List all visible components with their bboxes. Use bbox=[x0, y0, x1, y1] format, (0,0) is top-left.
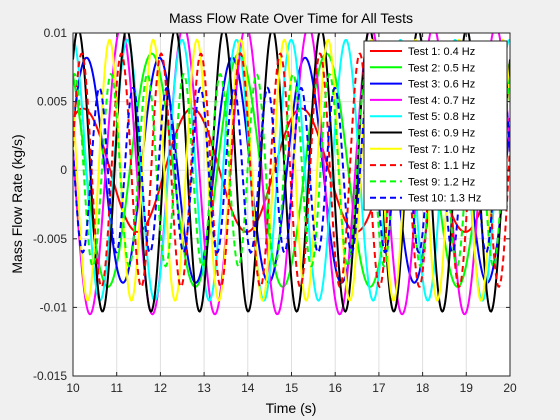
x-tick-label: 17 bbox=[372, 381, 386, 395]
legend-label: Test 6: 0.9 Hz bbox=[408, 128, 475, 140]
x-tick-label: 12 bbox=[154, 381, 168, 395]
legend: Test 1: 0.4 Hz Test 2: 0.5 Hz Test 3: 0.6 … bbox=[363, 40, 508, 211]
legend-label: Test 3: 0.6 Hz bbox=[408, 79, 475, 91]
legend-label: Test 10: 1.3 Hz bbox=[408, 193, 481, 205]
series-line bbox=[73, 33, 510, 313]
x-tick-label: 19 bbox=[460, 381, 474, 395]
x-tick-label: 16 bbox=[329, 381, 343, 395]
legend-label: Test 8: 1.1 Hz bbox=[408, 160, 475, 172]
y-tick-label: -0.01 bbox=[40, 300, 68, 314]
series-line bbox=[73, 38, 510, 302]
chart-title: Mass Flow Rate Over Time for All Tests bbox=[169, 10, 413, 26]
legend-label: Test 2: 0.5 Hz bbox=[408, 62, 475, 74]
y-axis-ticks: -0.015 -0.01 -0.005 0 0.005 0.01 bbox=[33, 26, 510, 383]
x-tick-label: 11 bbox=[110, 381, 123, 395]
x-tick-label: 14 bbox=[241, 381, 255, 395]
y-axis-label: Mass Flow Rate (kg/s) bbox=[9, 134, 25, 273]
legend-label: Test 7: 1.0 Hz bbox=[408, 144, 475, 156]
x-axis-label: Time (s) bbox=[266, 400, 317, 416]
x-tick-label: 18 bbox=[416, 381, 430, 395]
legend-label: Test 5: 0.8 Hz bbox=[408, 111, 475, 123]
legend-label: Test 9: 1.2 Hz bbox=[408, 176, 475, 188]
y-tick-label: 0.005 bbox=[37, 95, 67, 109]
y-tick-label: 0.01 bbox=[44, 26, 68, 40]
y-tick-label: -0.005 bbox=[33, 232, 67, 246]
x-tick-label: 10 bbox=[66, 381, 80, 395]
y-tick-label: -0.015 bbox=[33, 369, 67, 383]
legend-box bbox=[363, 40, 508, 211]
x-tick-label: 13 bbox=[197, 381, 211, 395]
x-tick-label: 15 bbox=[285, 381, 299, 395]
legend-label: Test 1: 0.4 Hz bbox=[408, 46, 475, 58]
x-tick-label: 20 bbox=[503, 381, 517, 395]
x-axis-ticks: 10 11 12 13 14 15 16 17 18 19 20 bbox=[66, 33, 517, 395]
legend-label: Test 4: 0.7 Hz bbox=[408, 95, 475, 107]
y-tick-label: 0 bbox=[60, 163, 67, 177]
